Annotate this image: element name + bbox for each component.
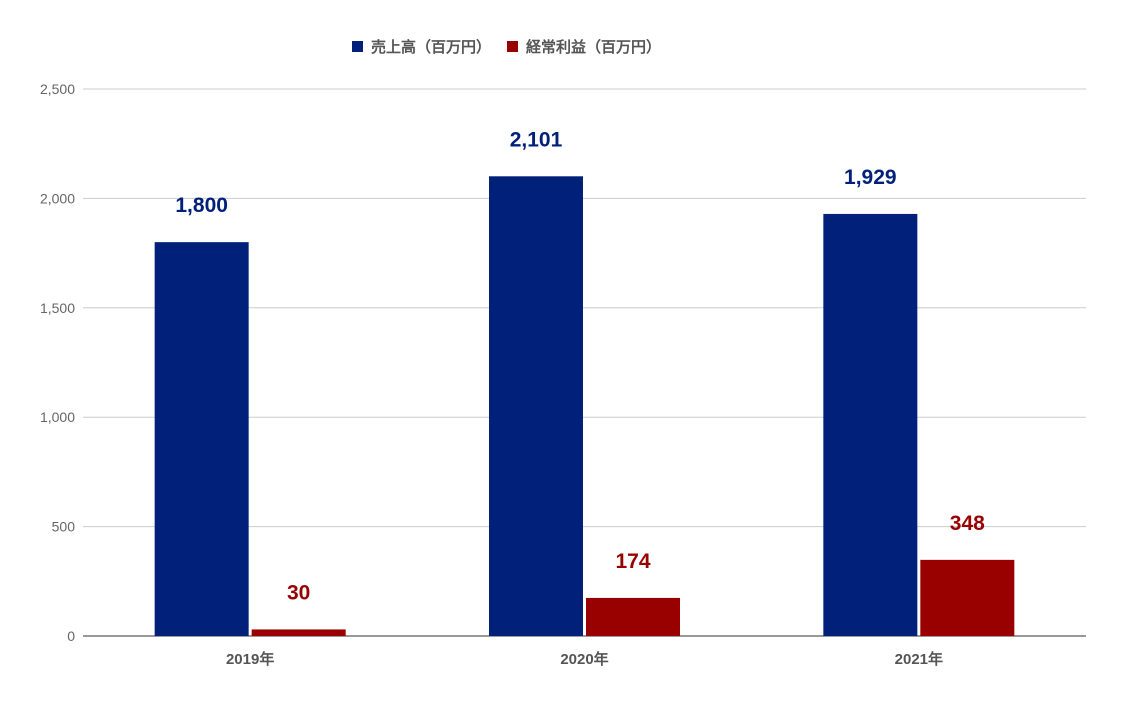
legend-swatch-profit <box>507 41 519 52</box>
data-label-sales: 2,101 <box>510 128 563 151</box>
legend-swatch-sales <box>352 41 363 52</box>
bar-sales[interactable] <box>823 213 918 636</box>
bar-sales[interactable] <box>489 176 583 636</box>
y-tick-label: 2,500 <box>40 81 75 97</box>
bar-profit[interactable] <box>586 597 680 636</box>
legend-label-profit: 経常利益（百万円） <box>526 39 662 56</box>
data-label-profit: 30 <box>287 581 310 604</box>
legend-item-sales[interactable]: 売上高（百万円） <box>352 36 491 57</box>
y-tick-label: 2,000 <box>40 190 75 206</box>
bar-sales[interactable] <box>154 242 249 636</box>
x-tick-label: 2020年 <box>560 650 608 668</box>
data-label-sales: 1,800 <box>175 194 228 217</box>
data-label-sales: 1,929 <box>844 166 897 189</box>
data-label-profit: 174 <box>615 550 650 573</box>
chart-legend: 売上高（百万円） 経常利益（百万円） <box>352 36 677 57</box>
y-tick-label: 1,000 <box>40 409 75 425</box>
y-tick-label: 1,500 <box>40 300 75 316</box>
x-tick-label: 2021年 <box>895 650 943 668</box>
y-tick-label: 0 <box>67 628 75 644</box>
data-label-profit: 348 <box>950 512 985 535</box>
y-tick-label: 500 <box>52 519 76 535</box>
legend-label-sales: 売上高（百万円） <box>371 39 492 56</box>
bar-profit[interactable] <box>251 629 346 636</box>
legend-item-profit[interactable]: 経常利益（百万円） <box>507 36 661 57</box>
bar-profit[interactable] <box>920 559 1015 636</box>
x-tick-label: 2019年 <box>226 650 274 668</box>
